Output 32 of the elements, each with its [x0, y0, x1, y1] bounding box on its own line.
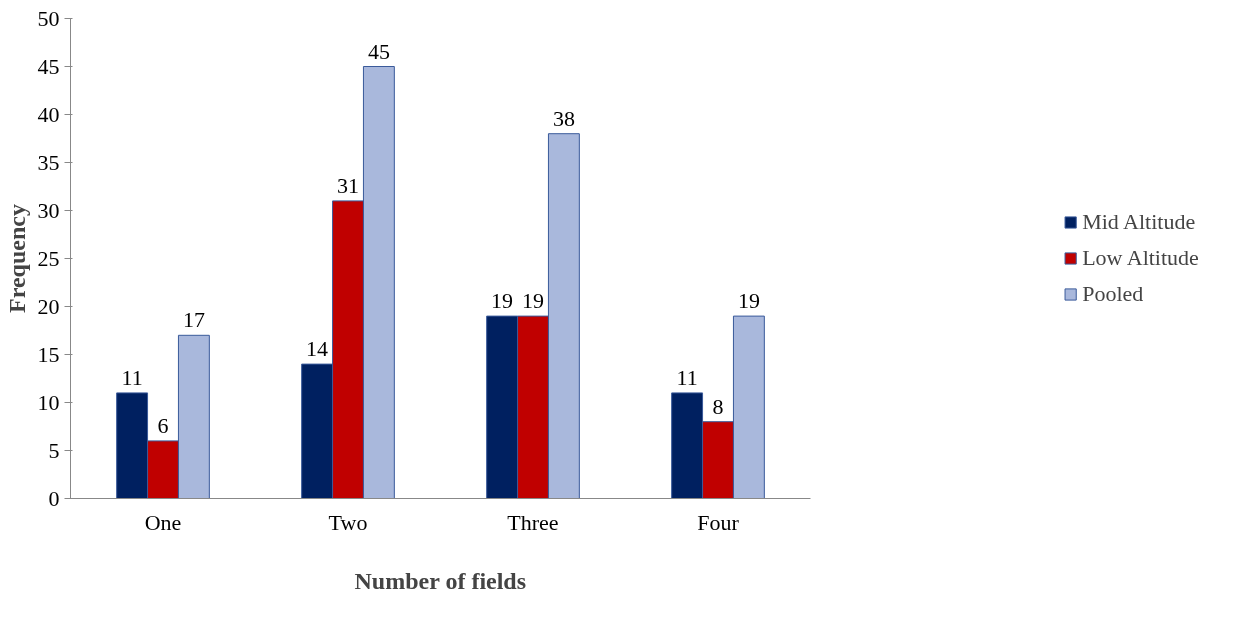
data-label: 8 — [712, 393, 724, 419]
data-label: 31 — [337, 172, 359, 198]
data-label: 6 — [157, 412, 169, 438]
legend-label: Mid Altitude — [1082, 209, 1196, 235]
y-tick-label: 40 — [37, 101, 60, 127]
data-label: 19 — [491, 288, 514, 314]
data-label: 11 — [121, 364, 143, 390]
data-label: 19 — [737, 288, 760, 314]
y-tick-label: 20 — [37, 293, 60, 319]
y-tick-label: 10 — [37, 389, 60, 415]
x-tick-label: Four — [697, 509, 740, 535]
x-tick-label: Two — [328, 509, 368, 535]
y-tick-label: 5 — [48, 437, 60, 463]
y-tick-label: 35 — [37, 149, 60, 175]
y-tick-label: 45 — [37, 53, 60, 79]
x-axis-title: Number of fields — [354, 567, 527, 594]
x-tick-label: Three — [507, 509, 559, 535]
y-tick-label: 25 — [37, 245, 60, 271]
data-label: 14 — [306, 336, 329, 362]
x-tick-label: One — [144, 509, 182, 535]
y-tick-label: 0 — [48, 485, 60, 511]
y-tick-label: 15 — [37, 341, 60, 367]
data-label: 11 — [676, 364, 698, 390]
y-axis-title: Frequency — [3, 204, 30, 313]
y-tick-label: 50 — [37, 5, 60, 31]
y-tick-label: 30 — [37, 197, 60, 223]
data-label: 38 — [552, 105, 575, 131]
data-label: 45 — [367, 38, 390, 64]
data-label: 19 — [522, 288, 544, 314]
legend-label: Low Altitude — [1082, 245, 1199, 271]
legend-label: Pooled — [1082, 281, 1144, 307]
data-label: 17 — [182, 307, 205, 333]
